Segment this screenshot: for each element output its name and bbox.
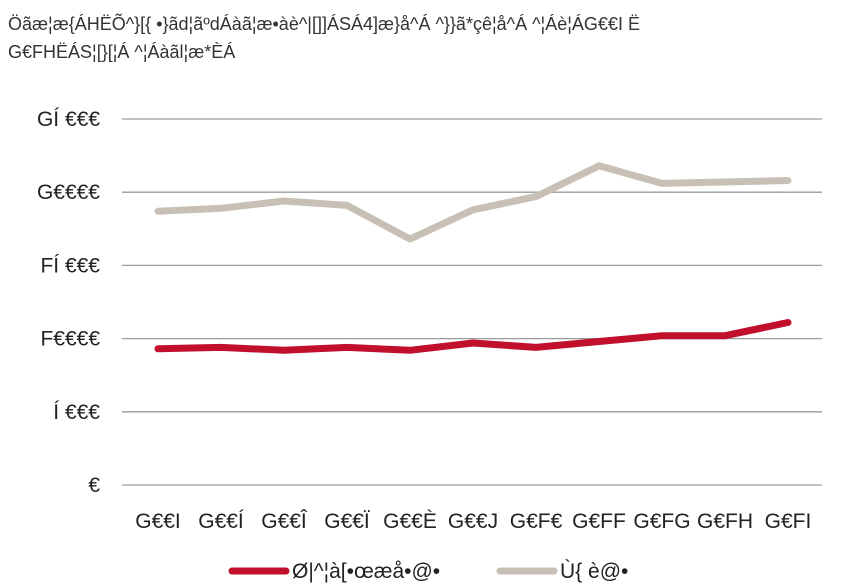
x-tick-label: G€FI — [765, 510, 812, 533]
caption-line-2: G€FHËÁS¦[}[¦Á ^¦Áàãl¦æ*ÈÁ — [8, 42, 236, 62]
x-tick-label: G€FH — [697, 510, 753, 533]
y-tick-label: F€€€€ — [40, 328, 100, 351]
x-tick-label: G€€Í — [198, 510, 244, 533]
legend-label-1: Ù{ è@• — [560, 560, 628, 583]
legend: Ø|^¦à[•œæå•@• Ù{ è@• — [228, 560, 628, 583]
x-tick-label: G€FF — [572, 510, 626, 533]
y-tick-label: GÍ €€€ — [37, 108, 100, 131]
gridlines — [122, 118, 822, 486]
chart-caption: Öãæ¦æ{ÁHËÕ^}[{ •}ãd¦ãºdÁàã¦æ•àè^|[]]ÁSÁ4… — [8, 10, 844, 66]
x-tick-label: G€F€ — [510, 510, 563, 533]
caption-line-1: Öãæ¦æ{ÁHËÕ^}[{ •}ãd¦ãºdÁàã¦æ•àè^|[]]ÁSÁ4… — [8, 14, 640, 34]
x-tick-label: G€€È — [383, 510, 437, 533]
x-tick-label: G€€Î — [261, 510, 308, 533]
y-axis-tick-labels: € Í €€€ F€€€€ FÍ €€€ G€€€€ GÍ €€€ — [37, 108, 100, 497]
x-tick-label: G€€J — [448, 510, 498, 533]
series-line-0 — [154, 319, 792, 354]
series-line-1 — [154, 162, 792, 243]
x-tick-label: G€€Ï — [324, 510, 370, 533]
y-tick-label: € — [88, 474, 100, 497]
y-tick-label: FÍ €€€ — [40, 254, 100, 277]
x-tick-label: G€FG — [633, 510, 690, 533]
x-axis-tick-labels: G€€I G€€Í G€€Î G€€Ï G€€È G€€J G€F€ G€FF G€FG G€FH… — [135, 510, 811, 533]
y-tick-label: G€€€€ — [37, 181, 100, 204]
x-tick-label: G€€I — [135, 510, 181, 533]
legend-label-0: Ø|^¦à[•œæå•@• — [292, 560, 440, 583]
series-lines — [154, 162, 792, 354]
y-tick-label: Í €€€ — [53, 401, 100, 424]
